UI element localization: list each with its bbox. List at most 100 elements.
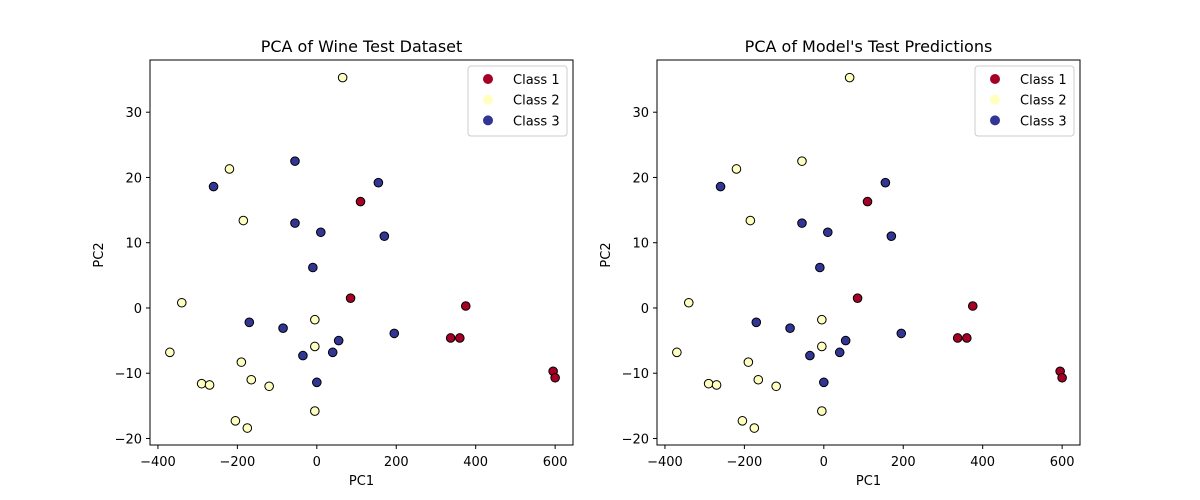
chart-left: PCA of Wine Test Dataset PC1 PC2 −400 −20… [92, 37, 574, 489]
chart-right: PCA of Model's Test Predictions PC1 PC2 … [599, 37, 1081, 489]
legend-marker-class-3 [990, 115, 1000, 126]
point-class-1 [455, 333, 465, 343]
point-class-2 [844, 72, 855, 83]
x-tick-label: 600 [543, 455, 568, 470]
point-class-3 [819, 377, 829, 388]
point-class-3 [805, 350, 815, 361]
x-tick-label: 200 [384, 455, 409, 470]
point-class-2 [204, 380, 215, 390]
chart-title: PCA of Wine Test Dataset [261, 37, 463, 56]
legend: Class 1 Class 2 Class 3 [974, 65, 1075, 137]
point-class-3 [834, 347, 845, 358]
point-class-3 [785, 323, 795, 333]
point-class-2 [310, 314, 320, 325]
point-class-2 [817, 341, 827, 352]
point-class-2 [264, 381, 274, 392]
point-class-1 [962, 333, 972, 343]
legend-marker-class-3 [483, 115, 493, 126]
point-class-2 [731, 164, 742, 174]
legend-marker-class-1 [990, 74, 1000, 84]
point-class-2 [224, 164, 235, 174]
point-class-3 [715, 181, 726, 192]
point-class-2 [771, 381, 781, 392]
point-class-2 [236, 357, 247, 367]
point-class-3 [751, 317, 762, 328]
point-class-3 [327, 347, 338, 358]
y-tick-label: −10 [115, 367, 142, 382]
point-class-2 [797, 156, 807, 166]
point-class-1 [1057, 372, 1067, 383]
legend-box [467, 65, 568, 137]
x-tick-label: −200 [220, 455, 256, 470]
point-class-1 [355, 196, 366, 207]
y-tick-label: 20 [632, 171, 649, 186]
plot-frame [149, 59, 574, 446]
point-class-1 [862, 196, 873, 207]
point-class-2 [672, 347, 682, 358]
point-class-1 [345, 293, 356, 303]
plot-frame [656, 59, 1081, 446]
x-axis-label: PC1 [856, 474, 881, 489]
y-axis-label: PC2 [599, 242, 614, 267]
point-class-1 [550, 372, 560, 383]
point-class-3 [886, 231, 897, 241]
point-class-2 [196, 378, 207, 389]
point-class-2 [753, 374, 764, 385]
chart-title: PCA of Model's Test Predictions [745, 37, 993, 56]
x-tick-label: 0 [313, 455, 321, 470]
point-class-3 [315, 227, 326, 238]
point-class-3 [822, 227, 833, 238]
legend-label-class-1: Class 1 [513, 73, 560, 88]
y-tick-label: 30 [125, 106, 142, 121]
point-class-2 [745, 215, 756, 226]
point-class-3 [290, 218, 300, 228]
legend-marker-class-1 [483, 74, 493, 84]
point-class-1 [460, 301, 471, 311]
point-class-3 [815, 262, 825, 273]
y-tick-label: 0 [134, 302, 142, 317]
point-class-2 [242, 423, 253, 433]
y-axis-label: PC2 [92, 242, 107, 267]
point-class-3 [290, 156, 300, 166]
legend-label-class-3: Class 3 [1020, 114, 1067, 129]
legend-box [974, 65, 1075, 137]
legend-label-class-2: Class 2 [1020, 94, 1067, 109]
y-tick-label: −20 [622, 432, 649, 447]
point-class-2 [310, 406, 320, 416]
point-class-3 [797, 218, 807, 228]
point-class-3 [298, 350, 308, 361]
point-class-2 [817, 406, 827, 416]
point-class-2 [817, 314, 827, 325]
point-class-3 [840, 335, 851, 346]
point-class-3 [308, 262, 318, 273]
point-class-2 [238, 215, 249, 226]
x-tick-label: 400 [463, 455, 488, 470]
x-tick-label: 200 [891, 455, 916, 470]
point-class-2 [230, 416, 241, 426]
y-tick-label: 10 [632, 237, 649, 252]
legend-label-class-2: Class 2 [513, 94, 560, 109]
point-class-2 [165, 347, 175, 358]
point-class-1 [852, 293, 863, 303]
point-class-3 [312, 377, 322, 388]
x-tick-label: −400 [140, 455, 176, 470]
point-class-1 [952, 333, 963, 343]
point-class-2 [743, 357, 754, 367]
y-tick-label: 30 [632, 106, 649, 121]
legend-label-class-1: Class 1 [1020, 73, 1067, 88]
point-class-2 [310, 341, 320, 352]
x-axis-label: PC1 [349, 474, 374, 489]
legend-marker-class-2 [483, 94, 493, 105]
point-class-2 [749, 423, 760, 433]
y-tick-label: −20 [115, 432, 142, 447]
point-class-3 [333, 335, 344, 346]
point-class-3 [208, 181, 219, 192]
y-tick-label: 20 [125, 171, 142, 186]
legend-label-class-3: Class 3 [513, 114, 560, 129]
point-class-3 [278, 323, 288, 333]
point-class-3 [880, 177, 891, 188]
point-class-2 [737, 416, 748, 426]
point-class-1 [445, 333, 456, 343]
point-class-2 [176, 297, 187, 308]
